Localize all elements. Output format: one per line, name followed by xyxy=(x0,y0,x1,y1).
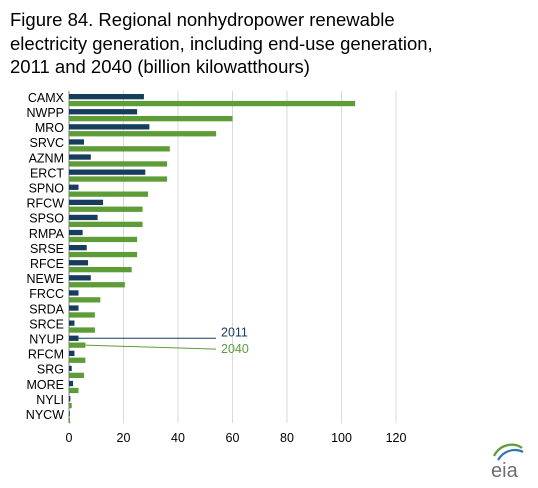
category-label: MORE xyxy=(27,378,65,392)
category-label: AZNM xyxy=(29,151,64,165)
category-label: SPNO xyxy=(29,182,65,196)
bar-2011 xyxy=(69,169,146,175)
category-label: SRSE xyxy=(30,242,64,256)
category-label: SRVC xyxy=(29,136,64,150)
bar-2040 xyxy=(69,402,72,409)
bar-2040 xyxy=(69,297,101,303)
bar-2040 xyxy=(69,191,149,197)
category-label: SPSO xyxy=(29,212,64,226)
bar-2040 xyxy=(69,146,170,152)
bar-2040 xyxy=(69,161,168,167)
bar-2011 xyxy=(69,199,104,205)
category-label: SRDA xyxy=(29,302,64,316)
bar-2011 xyxy=(69,229,83,236)
bar-2011 xyxy=(69,320,75,326)
x-tick-label: 120 xyxy=(386,431,407,445)
category-label: NYCW xyxy=(26,408,64,422)
bar-2040 xyxy=(69,357,86,363)
chart-title: Figure 84. Regional nonhydropower renewa… xyxy=(10,8,530,79)
category-label: NYUP xyxy=(29,333,64,347)
bar-2011 xyxy=(69,139,84,145)
x-tick-label: 20 xyxy=(117,431,131,445)
eia-logo: eia xyxy=(491,443,524,482)
bar-2040 xyxy=(69,221,143,227)
x-tick-label: 40 xyxy=(171,431,185,445)
chart-title-line-2: electricity generation, including end-us… xyxy=(10,32,433,54)
legend-leader-2040 xyxy=(85,344,217,350)
bar-2011 xyxy=(69,184,79,190)
category-label: SRCE xyxy=(29,317,64,331)
x-tick-label: 80 xyxy=(280,431,294,445)
bar-2040 xyxy=(69,206,143,212)
bar-2040 xyxy=(69,236,138,243)
x-tick-label: 0 xyxy=(66,431,73,445)
bar-2011 xyxy=(69,305,79,311)
bar-2040 xyxy=(69,312,95,318)
bar-2011 xyxy=(69,260,89,266)
category-label: FRCC xyxy=(29,287,64,301)
bar-2040 xyxy=(69,282,125,288)
bar-2040 xyxy=(69,131,217,137)
bar-2040 xyxy=(69,100,356,107)
bar-2011 xyxy=(69,350,75,356)
chart-title-line-3: 2011 and 2040 (billion kilowatthours) xyxy=(10,56,310,77)
category-label: CAMX xyxy=(28,91,65,105)
bar-2040 xyxy=(69,176,168,182)
category-label: NWPP xyxy=(27,106,65,120)
category-label: RMPA xyxy=(29,227,65,241)
chart-title-line-1: Figure 84. Regional nonhydropower renewa… xyxy=(10,9,395,30)
bar-2011 xyxy=(69,109,138,115)
category-label: SRG xyxy=(37,363,64,377)
bar-2040 xyxy=(69,418,71,424)
category-label: RFCM xyxy=(28,348,64,362)
bar-2040 xyxy=(69,327,95,333)
bar-2040 xyxy=(69,251,138,258)
bar-2011 xyxy=(69,411,70,417)
bar-2011 xyxy=(69,335,79,341)
category-label: NYLI xyxy=(36,393,64,407)
category-label: RFCW xyxy=(27,197,65,211)
bar-2040 xyxy=(69,342,86,348)
bar-2011 xyxy=(69,124,150,130)
category-label: ERCT xyxy=(30,166,64,180)
x-tick-label: 60 xyxy=(226,431,240,445)
bar-2040 xyxy=(69,267,132,273)
bar-2011 xyxy=(69,154,91,160)
bar-2040 xyxy=(69,387,79,394)
bar-2011 xyxy=(69,396,71,402)
bar-2011 xyxy=(69,380,74,387)
legend-label-2040: 2040 xyxy=(221,342,249,356)
legend-label-2011: 2011 xyxy=(221,325,248,339)
category-label: NEWE xyxy=(27,272,65,286)
x-tick-label: 100 xyxy=(331,431,352,445)
bar-2011 xyxy=(69,275,91,281)
category-label: RFCE xyxy=(30,257,64,271)
bar-2011 xyxy=(69,365,72,372)
eia-logo-text: eia xyxy=(491,460,519,482)
category-label: MRO xyxy=(35,121,64,135)
bar-2040 xyxy=(69,116,233,122)
bar-2011 xyxy=(69,290,79,296)
bar-2011 xyxy=(69,245,87,251)
bar-2011 xyxy=(69,94,144,100)
bar-2040 xyxy=(69,372,84,378)
bar-2011 xyxy=(69,214,98,221)
